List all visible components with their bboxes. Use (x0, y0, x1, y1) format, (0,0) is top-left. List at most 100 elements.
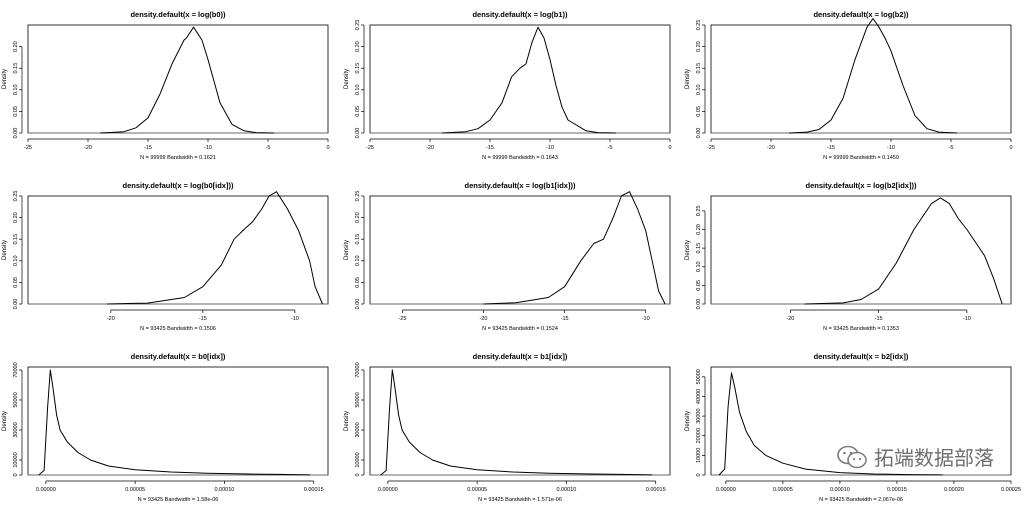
y-tick-label: 0.15 (13, 63, 19, 74)
x-tick-label: -20 (426, 145, 434, 151)
plot-frame (369, 195, 671, 305)
y-tick-label: 0.10 (696, 261, 702, 272)
x-tick-label: 0.00005 (773, 487, 793, 493)
y-axis-label: Density (344, 411, 350, 431)
plot-panel-5: density.default(x = log(b1[idx])) -25 -20 -… (344, 181, 671, 332)
y-axis-label: Density (685, 240, 691, 260)
plot-panel-3: density.default(x = log(b2)) -25 -20 -15 -10… (685, 10, 1013, 161)
x-tick-label: 0.00010 (556, 487, 576, 493)
plot-panel-2: density.default(x = log(b1)) -25 -20 -15 -10… (344, 10, 672, 161)
y-tick-label: 50000 (355, 392, 361, 407)
y-axis-label: Density (685, 69, 691, 89)
x-tick-label: -15 (199, 316, 207, 322)
y-tick-label: 0.20 (13, 212, 19, 223)
x-tick-label: -25 (398, 316, 406, 322)
y-tick-label: 0.25 (13, 191, 19, 202)
y-tick-label: 0.25 (355, 20, 361, 31)
y-axis-label: Density (2, 240, 8, 260)
y-tick-label: 0.15 (13, 234, 19, 245)
y-tick-label: 0.05 (355, 277, 361, 288)
y-tick-label: 10000 (355, 452, 361, 467)
x-tick-label: -10 (642, 316, 650, 322)
y-tick-label: 0.05 (696, 106, 702, 117)
plot-title: density.default(x = log(b2[idx])) (806, 181, 917, 190)
watermark: 拓端数据部落 (836, 442, 994, 471)
y-tick-label: 0.00 (13, 128, 19, 139)
y-tick-label: 0.05 (696, 280, 702, 291)
x-tick-label: -20 (786, 316, 794, 322)
plot-title: density.default(x = b2[idx]) (814, 352, 909, 361)
y-axis-label: Density (344, 69, 350, 89)
y-tick-label: 0.00 (13, 299, 19, 310)
y-tick-label: 0.00 (355, 128, 361, 139)
y-tick-label: 30000 (13, 422, 19, 437)
y-tick-label: 0.15 (696, 243, 702, 254)
x-tick-label: -5 (949, 145, 954, 151)
y-tick-label: 0.05 (355, 106, 361, 117)
x-tick-label: 0.00000 (716, 487, 736, 493)
y-tick-label: 40000 (696, 389, 702, 404)
plot-subtitle: N = 93425 Bandwidth = 1.571e-06 (478, 497, 562, 503)
density-curve (788, 18, 958, 134)
x-tick-label: 0.00015 (304, 487, 324, 493)
x-tick-label: 0.00005 (467, 487, 487, 493)
y-tick-label: 30000 (696, 408, 702, 423)
y-tick-label: 0 (355, 473, 361, 476)
y-tick-label: 10000 (13, 452, 19, 467)
plot-title: density.default(x = log(b1)) (472, 10, 568, 19)
density-curve (718, 372, 943, 476)
x-tick-label: -20 (480, 316, 488, 322)
x-tick-label: 0 (1009, 145, 1012, 151)
y-tick-label: 0.00 (696, 128, 702, 139)
y-tick-label: 0.15 (355, 234, 361, 245)
density-curve (380, 369, 653, 476)
y-tick-label: 0.20 (696, 41, 702, 52)
plot-panel-1: density.default(x = log(b0)) -25 -20 -15 -10… (2, 10, 330, 161)
plot-panel-7: density.default(x = b0[idx]) 0.00000 0.000… (2, 352, 329, 503)
plot-subtitle: N = 93425 Bandwidth = 1.58e-06 (138, 497, 219, 503)
plot-title: density.default(x = b1[idx]) (473, 352, 568, 361)
y-tick-label: 0.15 (696, 63, 702, 74)
y-tick-label: 0.10 (355, 255, 361, 266)
plot-frame (369, 366, 671, 476)
x-tick-label: -20 (767, 145, 775, 151)
plot-frame (710, 24, 1012, 134)
plot-panel-9: density.default(x = b2[idx]) 0.00000 0.000… (685, 352, 1021, 503)
y-tick-label: 0.20 (13, 41, 19, 52)
plot-subtitle: N = 93425 Bandwidth = 0.1353 (823, 326, 899, 332)
x-tick-label: 0.00005 (125, 487, 145, 493)
watermark-text: 拓端数据部落 (874, 446, 994, 470)
x-tick-label: 0.00015 (646, 487, 666, 493)
x-tick-label: -5 (266, 145, 271, 151)
plot-frame (369, 24, 671, 134)
x-tick-label: -20 (107, 316, 115, 322)
plot-subtitle: N = 99999 Bandwidth = 0.1621 (140, 155, 216, 161)
y-tick-label: 0.20 (355, 41, 361, 52)
x-tick-label: -15 (827, 145, 835, 151)
y-tick-label: 0.20 (696, 224, 702, 235)
y-tick-label: 0.20 (355, 212, 361, 223)
x-tick-label: 0.00000 (36, 487, 56, 493)
x-tick-label: -15 (486, 145, 494, 151)
plot-title: density.default(x = b0[idx]) (131, 352, 226, 361)
y-axis-label: Density (2, 411, 8, 431)
plot-subtitle: N = 93425 Bandwidth = 0.1506 (140, 326, 216, 332)
x-tick-label: -15 (875, 316, 883, 322)
x-tick-label: -10 (887, 145, 895, 151)
y-tick-label: 0.10 (13, 255, 19, 266)
plot-frame (27, 195, 329, 305)
plot-subtitle: N = 99999 Bandwidth = 0.1643 (482, 155, 558, 161)
y-tick-label: 50000 (696, 369, 702, 384)
plot-frame (710, 195, 1012, 305)
y-tick-label: 0.25 (696, 20, 702, 31)
density-curve (804, 197, 1003, 305)
y-tick-label: 0.00 (355, 299, 361, 310)
x-tick-label: 0.00010 (830, 487, 850, 493)
y-axis-label: Density (685, 411, 691, 431)
y-tick-label: 0.05 (13, 277, 19, 288)
plot-title: density.default(x = log(b2)) (813, 10, 909, 19)
y-tick-label: 0.10 (355, 84, 361, 95)
x-tick-label: 0.00025 (1001, 487, 1021, 493)
y-tick-label: 0.15 (355, 63, 361, 74)
